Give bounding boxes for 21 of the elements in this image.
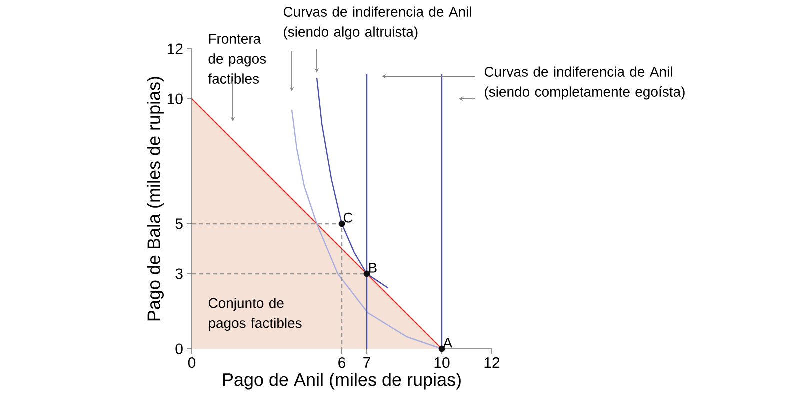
annotation: Curvas de indiferencia de Anil (siendo completamente egoísta) [484, 66, 685, 100]
x-axis-title: Pago de Anil (miles de rupias) [223, 372, 461, 390]
y-tick-label: 5 [176, 218, 183, 230]
annotation: Frontera de pagos factibles [208, 34, 266, 84]
x-tick-label: 0 [188, 358, 196, 368]
x-tick-label: 6 [338, 358, 346, 368]
y-tick-label: 3 [176, 268, 183, 280]
annotation: B [369, 263, 377, 273]
x-tick-label: 10 [434, 358, 450, 368]
point [364, 270, 370, 278]
y-axis-title: Pago de Bala (miles de rupias) [147, 77, 164, 321]
annotation: A [443, 338, 453, 348]
y-tick-label: 12 [168, 44, 183, 54]
x-tick-label: 12 [484, 358, 500, 368]
annotation: Conjunto de pagos factibles [208, 298, 302, 331]
y-tick-label: 0 [176, 344, 183, 354]
annotation: C [344, 212, 353, 223]
x-tick-label: 7 [364, 358, 370, 368]
point [338, 220, 346, 228]
y-tick-label: 10 [168, 94, 183, 104]
text: Curvas de indiferencia de Anil (siendo algo altruista) [284, 6, 472, 40]
